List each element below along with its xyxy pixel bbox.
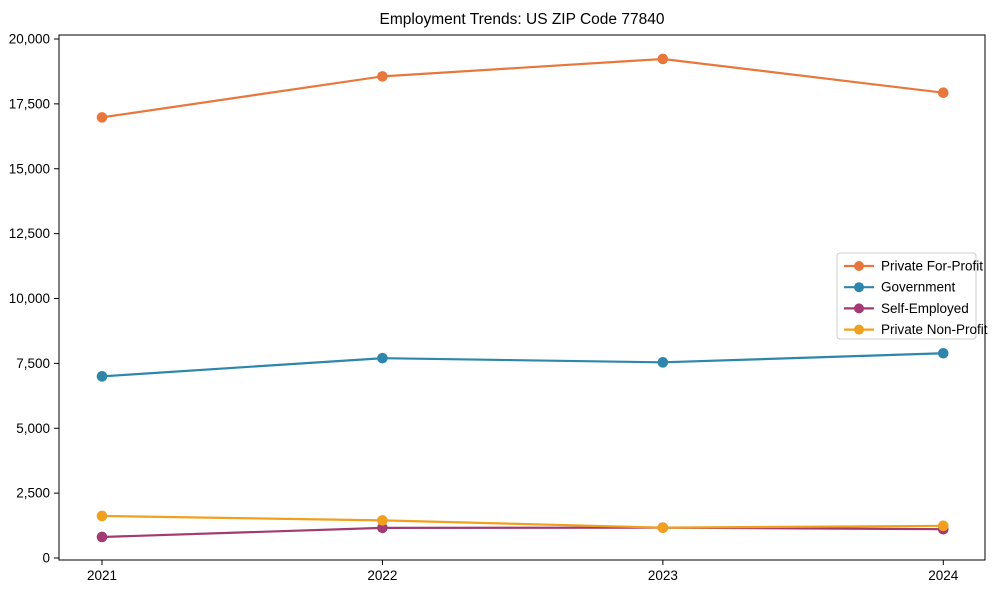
legend-marker-private-non-profit: [854, 324, 864, 335]
y-axis-tick-label: 2,500: [16, 486, 50, 501]
legend-marker-self-employed: [854, 303, 864, 314]
chart-plot-area: 0 2,500 5,000 7,500 10,000 12,500 15,000 17,500…: [9, 32, 988, 584]
marker-private-for-profit: [96, 112, 108, 123]
marker-government: [657, 357, 669, 368]
y-axis-tick-label: 10,000: [9, 291, 50, 306]
line-private-for-profit: [101, 57, 944, 119]
marker-private-non-profit: [377, 515, 388, 526]
marker-private-non-profit: [96, 510, 108, 522]
line-government: [101, 352, 944, 378]
y-axis-tick-label: 5,000: [16, 421, 50, 436]
marker-government: [937, 347, 949, 359]
legend-label-government: Government: [881, 280, 956, 295]
line-private-non-profit: [101, 514, 944, 529]
x-axis-tick-label: 2024: [928, 568, 959, 583]
legend-label-private-non-profit: Private Non-Profit: [881, 322, 988, 337]
y-axis-tick-label: 7,500: [16, 356, 50, 371]
chart-title: Employment Trends: US ZIP Code 77840: [380, 11, 665, 28]
x-axis-tick-label: 2021: [87, 568, 117, 583]
marker-government: [96, 371, 108, 382]
y-axis-tick-label: 0: [42, 551, 50, 566]
plot-frame: [58, 34, 986, 561]
marker-government: [377, 352, 388, 364]
y-axis-tick-label: 20,000: [9, 32, 50, 47]
marker-private-non-profit: [657, 522, 669, 533]
legend-label-private-for-profit: Private For-Profit: [881, 259, 983, 274]
marker-private-non-profit: [937, 520, 949, 532]
marker-private-for-profit: [377, 71, 388, 82]
line-self-employed: [101, 526, 944, 539]
marker-private-for-profit: [937, 87, 949, 99]
y-axis-tick-label: 12,500: [9, 226, 50, 241]
y-axis-tick-label: 15,000: [9, 161, 50, 176]
marker-private-for-profit: [657, 53, 669, 65]
y-axis-tick-label: 17,500: [9, 96, 50, 111]
legend-marker-government: [854, 282, 864, 293]
marker-self-employed: [96, 531, 108, 543]
legend-box: [836, 252, 977, 340]
x-axis-tick-label: 2023: [648, 568, 678, 583]
marker-self-employed: [377, 522, 388, 534]
legend-label-self-employed: Self-Employed: [881, 301, 969, 316]
x-axis-tick-label: 2022: [367, 568, 397, 583]
legend-marker-private-for-profit: [854, 261, 864, 271]
